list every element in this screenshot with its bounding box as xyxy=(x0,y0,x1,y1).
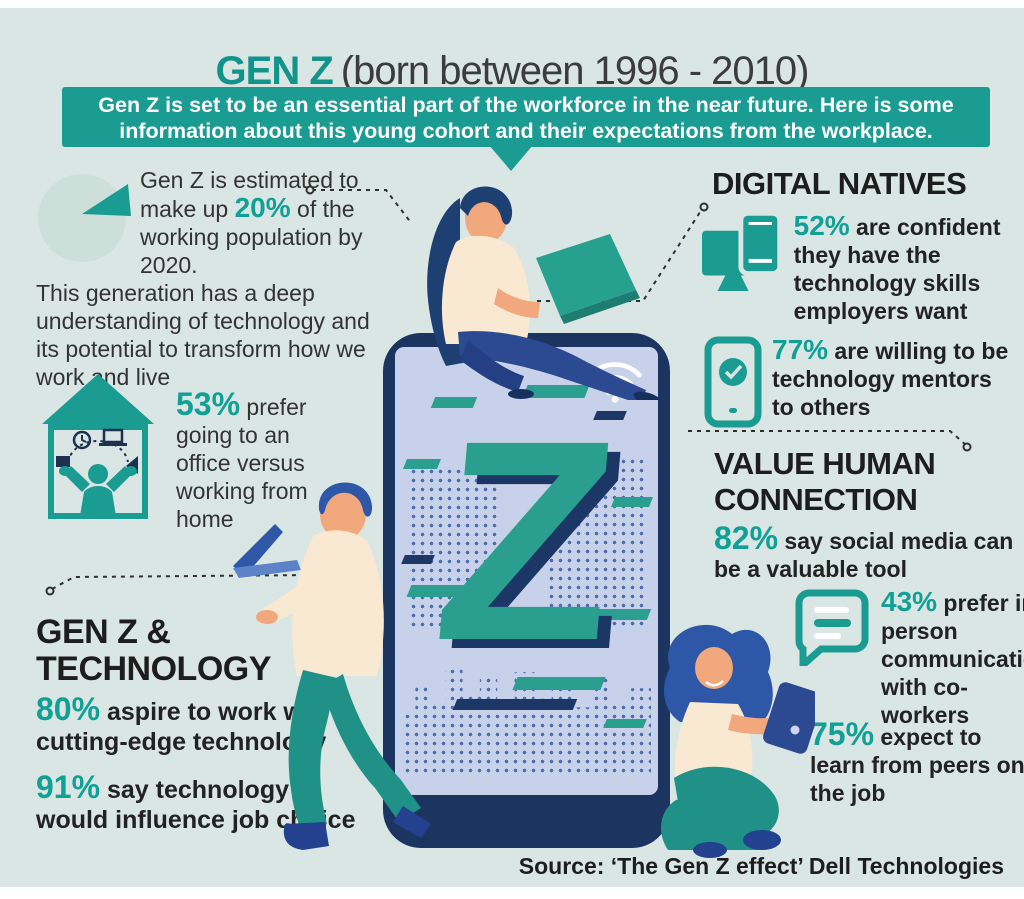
page-title: GEN Z (born between 1996 - 2010) xyxy=(0,49,1024,93)
top-margin xyxy=(0,0,1024,8)
source-credit: Source: ‘The Gen Z effect’ Dell Technolo… xyxy=(518,853,1004,879)
stat-53: 53% xyxy=(176,386,241,422)
genz-technology-heading: GEN Z & TECHNOLOGY xyxy=(36,613,271,688)
title-subtext: (born between 1996 - 2010) xyxy=(340,48,810,93)
woman-tablet-illustration xyxy=(661,624,815,858)
monitor-phone-icon xyxy=(702,212,783,292)
banner-line-1: Gen Z is set to be an essential part of … xyxy=(98,93,954,117)
woman-laptop-illustration xyxy=(427,186,663,400)
stat-75-text: 75% expect to learn from peers on the jo… xyxy=(810,716,1024,806)
banner-line-2: information about this young cohort and … xyxy=(119,119,933,143)
man-walking-illustration xyxy=(233,482,431,850)
stat-52: 52% xyxy=(793,210,850,241)
office-stat-text: 53% prefer going to an office versus wor… xyxy=(176,386,308,532)
smartphone-illustration: Z xyxy=(383,333,670,848)
estimate-body: This generation has a deep understanding… xyxy=(36,280,370,390)
title-highlight: GEN Z xyxy=(215,48,334,93)
estimate-section: Gen Z is estimated to make up 20% of the… xyxy=(36,166,390,391)
value-human-connection-heading: VALUE HUMAN CONNECTION xyxy=(714,446,936,517)
stat-20: 20% xyxy=(234,192,291,223)
estimate-text: Gen Z is estimated to make up 20% of the… xyxy=(36,166,390,391)
dot-pattern xyxy=(409,467,501,627)
tech-stat-80: 80% aspire to work wth cutting-edge tech… xyxy=(36,691,327,756)
intro-banner: Gen Z is set to be an essential part of … xyxy=(62,87,990,171)
phone-screen: Z xyxy=(395,347,658,795)
stat-43: 43% xyxy=(881,586,938,617)
stat-item-43: 43% prefer in-person communication with … xyxy=(793,588,1024,729)
stat-77-text: 77% are willing to be technology mentors… xyxy=(772,334,1009,421)
stat-91: 91% xyxy=(36,769,101,805)
stat-item-77: 77% are willing to be technology mentors… xyxy=(704,336,1014,428)
stat-82: 82% xyxy=(714,520,779,556)
stat-52-text: 52% are confident they have the technolo… xyxy=(793,210,1001,325)
stat-77: 77% xyxy=(772,334,829,365)
stat-75: 75% xyxy=(810,716,875,752)
stat-80: 80% xyxy=(36,691,101,727)
dot-pattern xyxy=(547,457,647,627)
stat-item-52: 52% are confident they have the technolo… xyxy=(702,212,1022,325)
stat-43-text: 43% prefer in-person communication with … xyxy=(881,586,1024,729)
digital-natives-heading: DIGITAL NATIVES xyxy=(712,166,967,201)
stat-82-text: 82% say social media can be a valuable t… xyxy=(714,520,1014,582)
chat-bubble-icon xyxy=(795,589,869,666)
pie-chart-icon xyxy=(36,166,140,272)
phone-check-icon xyxy=(704,336,762,428)
bottom-margin xyxy=(0,887,1024,899)
house-worker-icon xyxy=(42,372,154,527)
